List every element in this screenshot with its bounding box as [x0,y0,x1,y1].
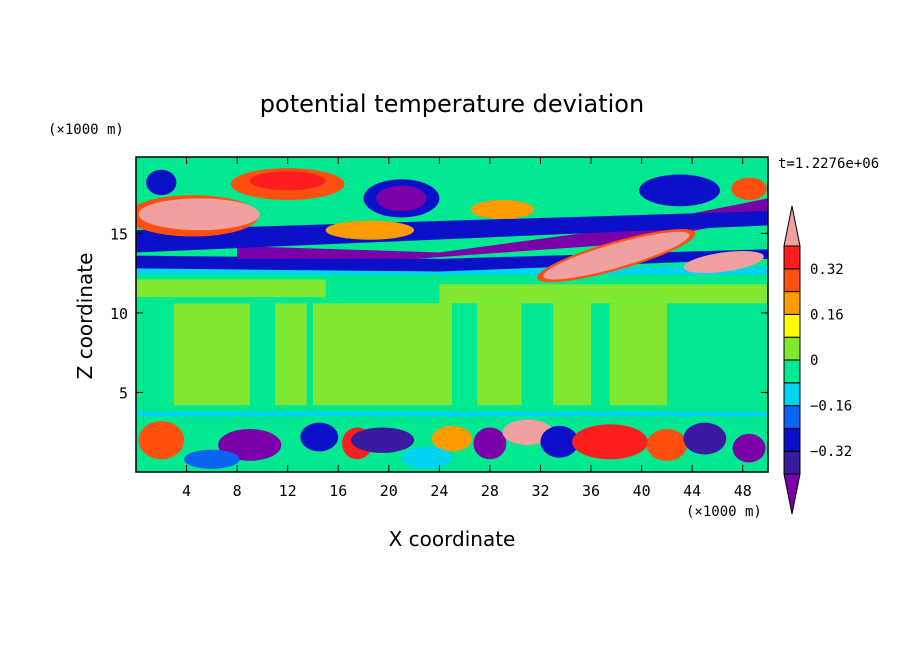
x-tick-label: 4 [182,482,191,500]
y-axis-label: Z coordinate [73,253,97,380]
x-tick-label: 24 [430,482,448,500]
field-blob [683,422,727,455]
colorbar-swatch [783,427,801,452]
field-blob [401,446,452,469]
field-blob [732,433,766,463]
field-blob [146,169,177,196]
y-tick-label: 10 [110,305,128,323]
field-blob [502,419,554,445]
y-tick-label: 5 [119,384,128,402]
field-blob [683,250,764,274]
x-tick-label: 8 [233,482,242,500]
field-blob [138,198,260,231]
colorbar-label: −0.32 [810,444,852,460]
field-layer [136,211,768,253]
field-blob [639,174,720,207]
x-tick-label: 28 [481,482,499,500]
colorbar-label: 0.32 [810,262,844,278]
x-tick-label: 12 [279,482,297,500]
field-blob [731,177,767,200]
field-blob [325,220,415,240]
y-unit-label: (×1000 m) [48,122,124,138]
field-blob [470,199,535,220]
colorbar-label: 0 [810,353,818,369]
x-tick-label: 48 [734,482,752,500]
x-axis: 4 8 12 16 20 24 28 32 36 40 44 48 [182,157,752,500]
colorbar-label: 0.16 [810,307,844,323]
y-axis: 5 10 15 [110,225,768,402]
field-patch [553,303,592,406]
field-blob [350,427,415,453]
time-label: t=1.2276e+06 [778,156,879,172]
colorbar-swatch [783,382,801,407]
field-patch [173,303,250,406]
colorbar-swatch [783,405,801,429]
field-patch [312,303,452,406]
colorbar-swatch [783,359,801,384]
plot-area [136,157,768,472]
colorbar-swatch [783,313,801,338]
field-blob [300,422,339,452]
colorbar-swatch [783,473,801,515]
colorbar-swatch [783,336,801,361]
field-patch [477,303,522,406]
x-axis-label: X coordinate [389,527,516,551]
field-patch [439,284,768,304]
field-blob [431,425,473,452]
x-tick-label: 44 [683,482,701,500]
colorbar-swatch [783,205,801,247]
field-blob [218,429,282,461]
colorbar-swatch [783,245,801,270]
field-blob [249,171,326,191]
field-blob [138,421,185,460]
x-unit-label: (×1000 m) [686,504,762,520]
colorbar-swatch [783,291,801,315]
field-blob [543,231,690,280]
field-blob [646,429,688,461]
x-tick-label: 36 [582,482,600,500]
x-tick-label: 16 [329,482,347,500]
y-tick-label: 15 [110,225,128,243]
field-blob [540,425,579,458]
colorbar-swatch [783,450,801,475]
field-band [136,411,768,417]
plot-frame [135,156,769,473]
x-tick-label: 32 [531,482,549,500]
colorbar-swatch [783,268,801,293]
field-blob [376,185,427,212]
field-blob [184,449,240,469]
field-patch [136,279,326,297]
x-tick-label: 20 [380,482,398,500]
field-patch [275,303,307,406]
colorbar: 0.32 0.16 0 −0.16 −0.32 [783,205,852,515]
field-blob [473,427,507,460]
colorbar-label: −0.16 [810,399,852,415]
field-patch [610,303,667,406]
x-tick-label: 40 [633,482,651,500]
chart-title: potential temperature deviation [260,90,644,118]
field-blob [572,424,648,460]
